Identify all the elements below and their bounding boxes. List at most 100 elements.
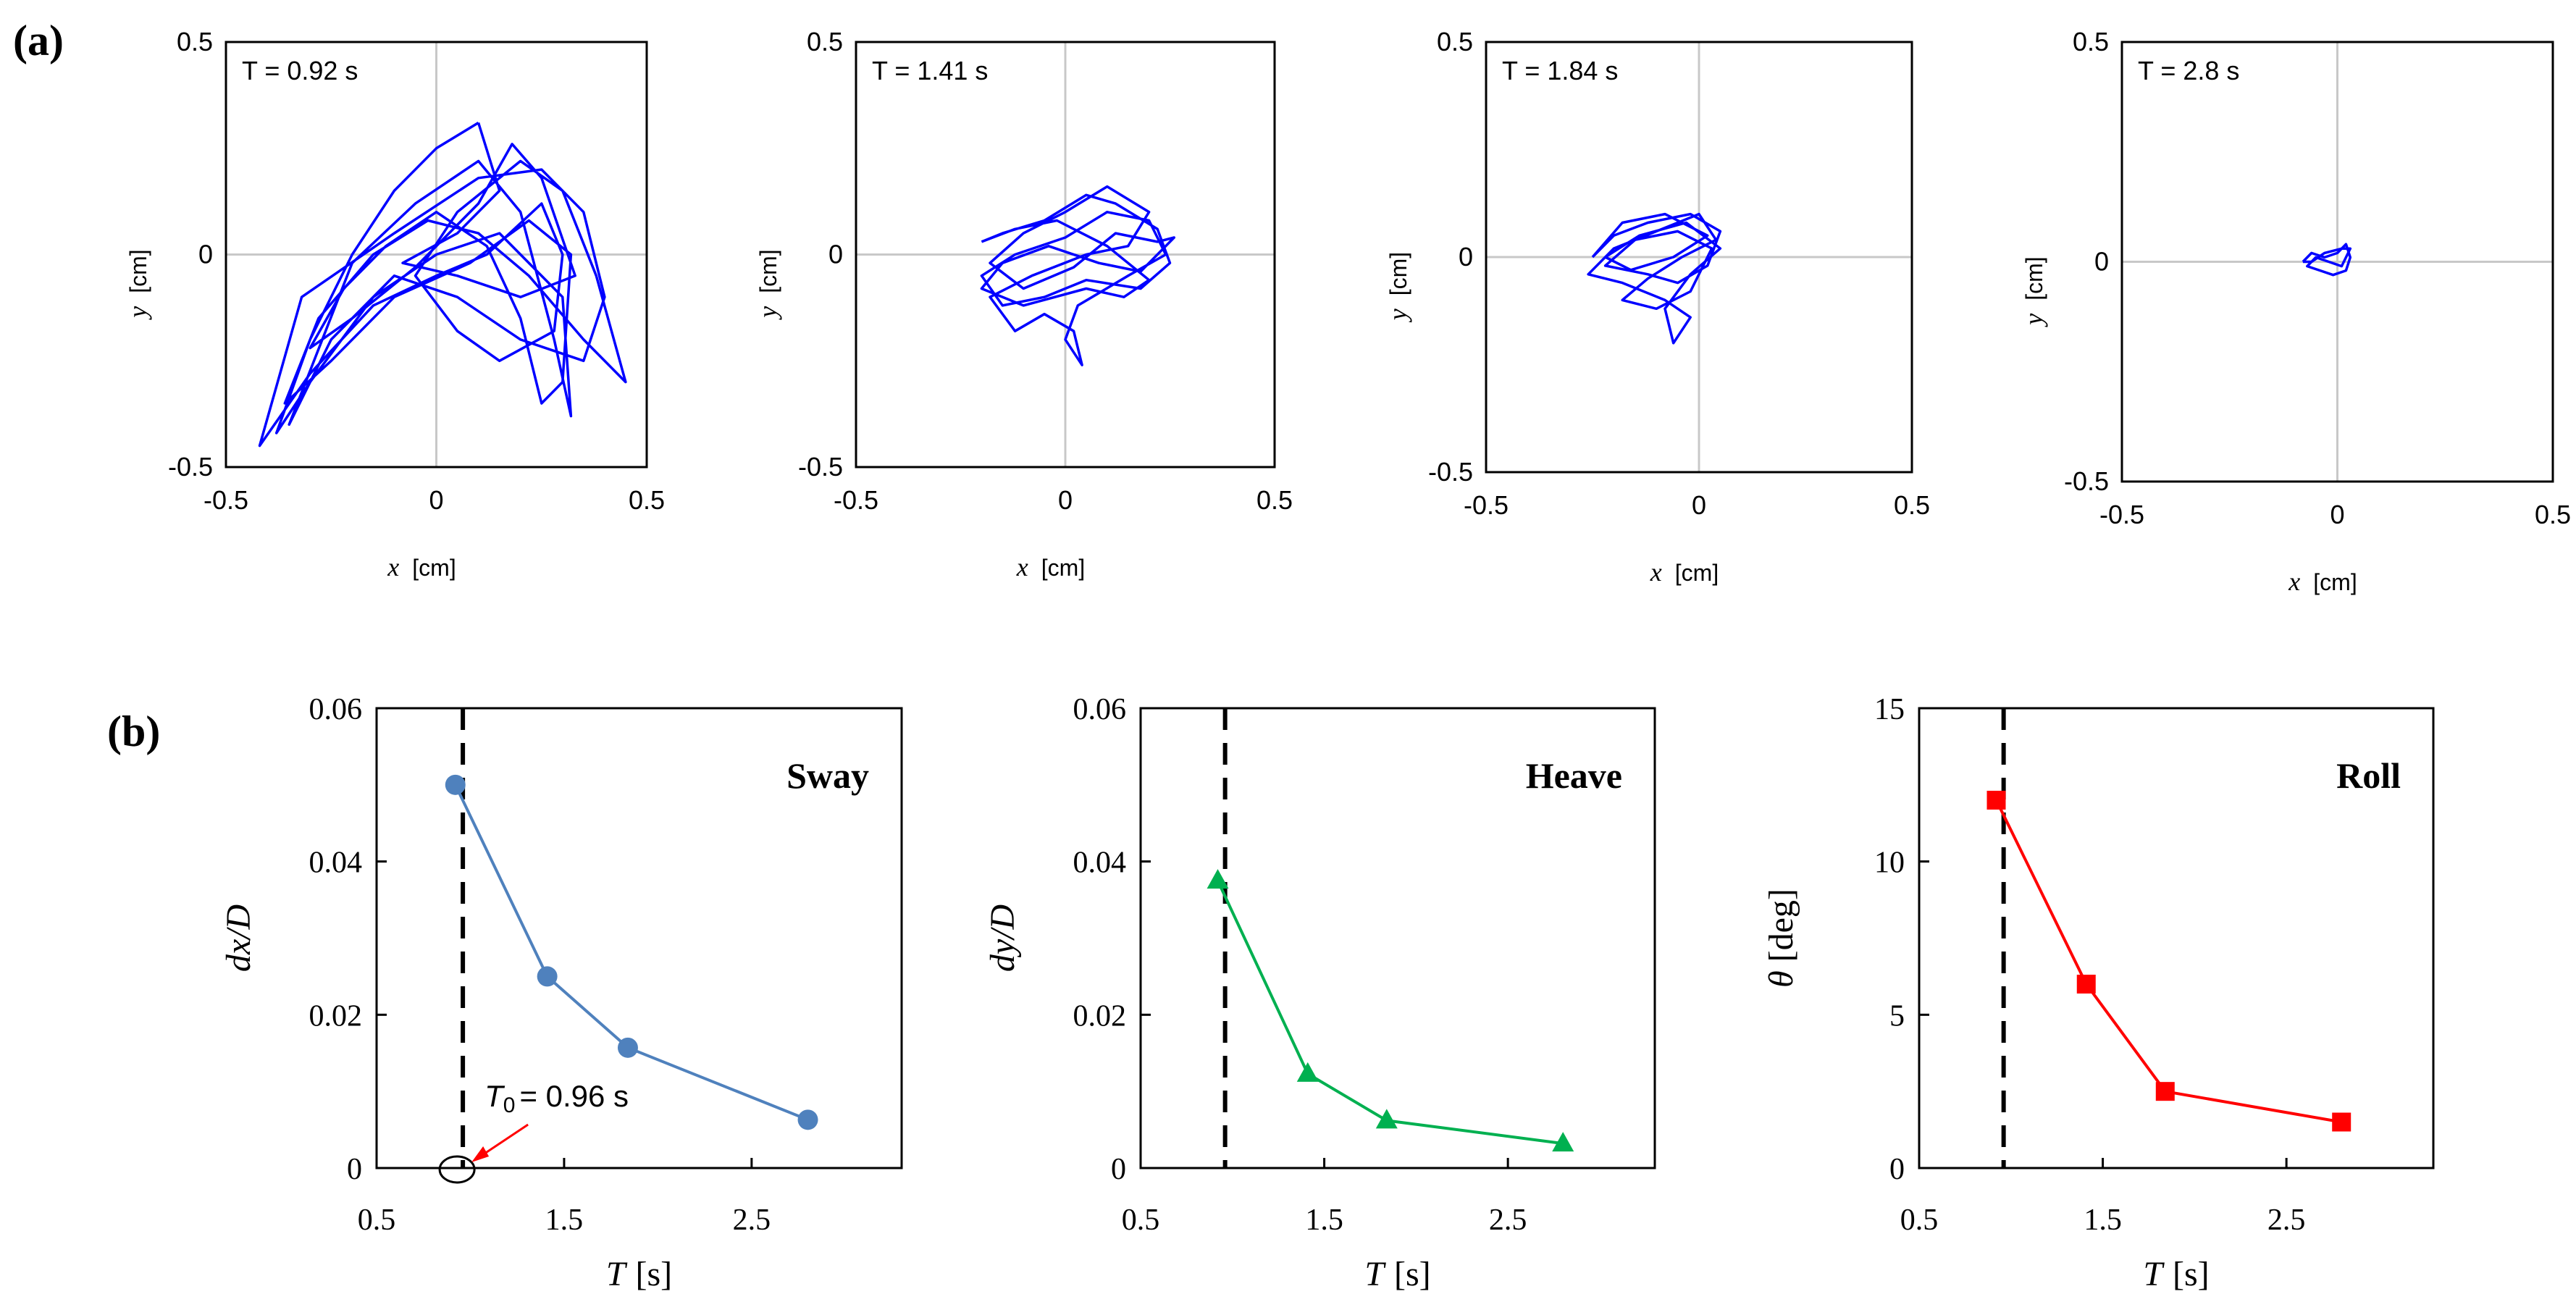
y-tick-label: 0 xyxy=(198,240,213,269)
chart-3: T = 1.84 s -0.5 0 0.5 -0.5 0 0.5 x [cm] y[cm] xyxy=(1383,27,1930,587)
x-tick-label: 0.5 xyxy=(1122,1204,1160,1237)
x-axis-label: x [cm] xyxy=(2288,567,2357,596)
x-tick-label: 0 xyxy=(429,485,443,515)
trajectory-line xyxy=(2302,243,2352,277)
y-tick-label: 0.5 xyxy=(2073,27,2109,56)
x-tick-label: 2.5 xyxy=(2267,1204,2306,1237)
plot-frame xyxy=(1918,707,2435,1169)
x-tick-label: -0.5 xyxy=(1464,490,1509,520)
x-tick-label: -0.5 xyxy=(2099,500,2144,529)
x-axis-label: x [cm] xyxy=(387,553,456,581)
x-tick-label: 0 xyxy=(2330,500,2344,529)
panel-label-b: (b) xyxy=(107,707,160,755)
y-tick-label: 0 xyxy=(828,240,843,269)
plot-frame xyxy=(225,41,648,469)
x-tick-label: 0.5 xyxy=(1256,485,1293,515)
x-tick-label: 0.5 xyxy=(2535,500,2571,529)
x-tick-label: -0.5 xyxy=(204,485,248,515)
data-point xyxy=(1207,869,1229,889)
y-axis-label: dy/D xyxy=(983,904,1022,972)
data-point xyxy=(537,966,558,987)
data-point xyxy=(2155,1082,2175,1101)
y-tick-label: -0.5 xyxy=(1428,457,1473,487)
chart-1: T = 0.92 s -0.5 0 0.5 -0.5 0 0.5 x [cm] y[cm] xyxy=(123,27,665,581)
y-axis-label: y[cm] xyxy=(123,249,152,319)
annotation-circle xyxy=(438,1155,476,1184)
x-tick-label: 1.5 xyxy=(2084,1204,2122,1237)
period-annotation: T = 0.92 s xyxy=(242,56,358,85)
x-tick-label: 1.5 xyxy=(1305,1204,1343,1237)
x-axis-label: T [s] xyxy=(606,1255,672,1293)
x-tick-label: 2.5 xyxy=(1489,1204,1527,1237)
y-tick-label: -0.5 xyxy=(2064,466,2109,496)
y-tick-label: -0.5 xyxy=(798,452,843,482)
chart-5: 0 0.02 0.04 0.06 0.5 1.5 2.5 Sway T [s] dx/D T0 = 0.… xyxy=(219,693,903,1293)
y-tick-label: 0.5 xyxy=(1437,27,1473,56)
y-tick-label: 0.02 xyxy=(309,999,363,1033)
plot-frame xyxy=(2120,41,2554,483)
y-tick-label: 0.06 xyxy=(1073,693,1127,726)
y-tick-label: 0.5 xyxy=(807,27,843,56)
y-tick-label: 15 xyxy=(1874,693,1905,726)
chart-title: Roll xyxy=(2336,755,2401,796)
data-point xyxy=(797,1109,818,1130)
y-tick-label: -0.5 xyxy=(168,452,213,482)
y-axis-label: dx/D xyxy=(219,904,258,972)
y-tick-label: 10 xyxy=(1874,847,1905,880)
x-tick-label: 0 xyxy=(1058,485,1073,515)
y-axis-label: y[cm] xyxy=(2019,256,2048,327)
plot-frame xyxy=(855,41,1276,469)
x-axis-label: x [cm] xyxy=(1016,553,1085,581)
series-line xyxy=(1216,880,1564,1146)
y-axis-label: θ[deg] xyxy=(1762,889,1800,988)
annotation-arrow-head xyxy=(471,1146,490,1162)
charts: T = 0.92 s-0.5 0 0.5-0.500.5x [cm]y[cm]T = … xyxy=(123,27,2571,1293)
annotation-label: T0 = 0.96 s xyxy=(484,1079,629,1117)
plot-frame xyxy=(1139,707,1656,1169)
data-point xyxy=(2076,975,2096,994)
chart-2: T = 1.41 s -0.5 0 0.5 -0.5 0 0.5 x [cm] y[cm] xyxy=(753,27,1293,581)
period-annotation: T = 1.84 s xyxy=(1502,56,1618,85)
chart-4: T = 2.8 s -0.5 0 0.5 -0.5 0 0.5 x [cm] y[cm] xyxy=(2019,27,2571,596)
x-axis-label: T [s] xyxy=(2143,1255,2209,1293)
data-point xyxy=(1986,791,2006,810)
x-tick-label: 0.5 xyxy=(629,485,665,515)
data-point xyxy=(1296,1062,1319,1082)
y-tick-label: 0.04 xyxy=(1073,847,1127,880)
data-point xyxy=(617,1037,638,1058)
chart-title: Heave xyxy=(1526,755,1622,796)
trajectory-line xyxy=(258,122,627,448)
period-annotation: T = 2.8 s xyxy=(2138,56,2239,85)
y-tick-label: 0 xyxy=(1459,242,1473,272)
y-tick-label: 0 xyxy=(1111,1153,1126,1186)
y-axis-label: y[cm] xyxy=(1383,252,1412,322)
x-tick-label: 0.5 xyxy=(1894,490,1930,520)
y-tick-label: 5 xyxy=(1889,999,1905,1033)
trajectory-line xyxy=(1587,212,1722,345)
chart-6: 0 0.02 0.04 0.06 0.5 1.5 2.5 Heave T [s] dy/D xyxy=(983,693,1656,1293)
x-axis-label: T [s] xyxy=(1364,1255,1430,1293)
y-tick-label: 0 xyxy=(347,1153,362,1186)
y-tick-label: 0 xyxy=(1889,1153,1905,1186)
panel-label-a: (a) xyxy=(13,17,64,64)
data-point xyxy=(1552,1132,1574,1152)
x-tick-label: 0.5 xyxy=(1900,1204,1939,1237)
y-axis-label: y[cm] xyxy=(753,249,782,319)
x-axis-label: x [cm] xyxy=(1650,558,1719,587)
series-line xyxy=(1994,799,2342,1124)
y-tick-label: 0.04 xyxy=(309,847,363,880)
period-annotation: T = 1.41 s xyxy=(872,56,988,85)
chart-title: Sway xyxy=(786,755,869,796)
y-tick-label: 0.06 xyxy=(309,693,363,726)
x-tick-label: -0.5 xyxy=(834,485,878,515)
x-tick-label: 0 xyxy=(1692,490,1706,520)
series-line xyxy=(453,784,809,1122)
data-point xyxy=(1375,1109,1398,1129)
data-point xyxy=(445,774,466,795)
y-tick-label: 0 xyxy=(2094,247,2109,277)
chart-7: 0 5 10 15 0.5 1.5 2.5 Roll T [s] θ[deg] xyxy=(1762,693,2435,1293)
data-point xyxy=(2332,1112,2351,1132)
x-tick-label: 0.5 xyxy=(358,1204,396,1237)
plot-frame xyxy=(1485,41,1913,474)
